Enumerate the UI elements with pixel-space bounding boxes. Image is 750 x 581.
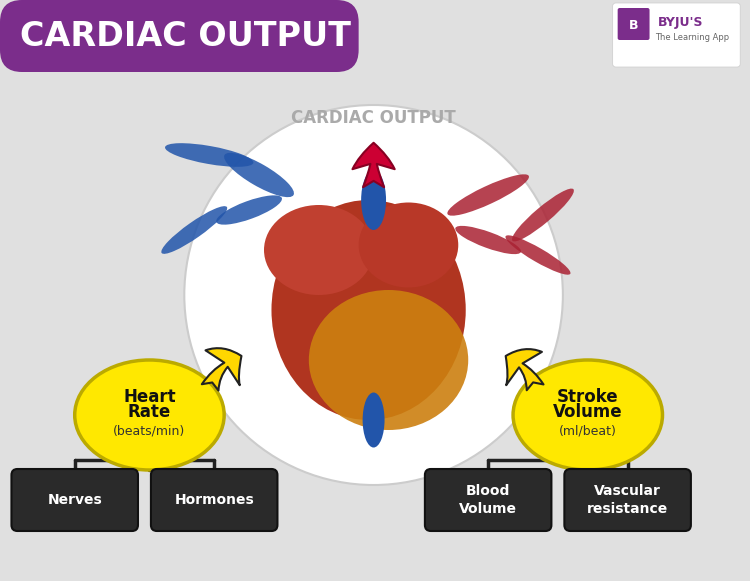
FancyBboxPatch shape: [613, 3, 740, 67]
Text: CARDIAC OUTPUT: CARDIAC OUTPUT: [20, 20, 351, 52]
Ellipse shape: [362, 170, 386, 230]
Ellipse shape: [447, 174, 529, 216]
Ellipse shape: [455, 226, 521, 254]
Ellipse shape: [512, 189, 574, 242]
Text: B: B: [628, 19, 638, 31]
FancyBboxPatch shape: [618, 8, 650, 40]
Text: (beats/min): (beats/min): [113, 425, 185, 437]
FancyBboxPatch shape: [11, 469, 138, 531]
Ellipse shape: [224, 153, 294, 197]
Ellipse shape: [309, 290, 468, 430]
Text: Blood
Volume: Blood Volume: [459, 485, 518, 516]
Text: The Learning App: The Learning App: [656, 33, 730, 41]
Text: Nerves: Nerves: [47, 493, 102, 507]
Text: Vascular
resistance: Vascular resistance: [587, 485, 668, 516]
Ellipse shape: [264, 205, 374, 295]
Ellipse shape: [513, 360, 662, 470]
Text: BYJU'S: BYJU'S: [658, 16, 703, 28]
Text: Stroke: Stroke: [557, 388, 619, 406]
FancyBboxPatch shape: [564, 469, 691, 531]
Ellipse shape: [75, 360, 224, 470]
Ellipse shape: [358, 203, 458, 288]
FancyBboxPatch shape: [0, 0, 358, 72]
Text: Rate: Rate: [128, 403, 171, 421]
Text: (ml/beat): (ml/beat): [559, 425, 616, 437]
Ellipse shape: [161, 206, 227, 254]
Ellipse shape: [216, 195, 282, 225]
Text: Hormones: Hormones: [174, 493, 254, 507]
Text: Volume: Volume: [553, 403, 622, 421]
Ellipse shape: [363, 393, 385, 447]
Ellipse shape: [165, 143, 254, 167]
FancyBboxPatch shape: [425, 469, 551, 531]
Text: Heart: Heart: [123, 388, 176, 406]
Ellipse shape: [272, 200, 466, 420]
Circle shape: [184, 105, 562, 485]
Text: CARDIAC OUTPUT: CARDIAC OUTPUT: [291, 109, 456, 127]
Ellipse shape: [506, 235, 571, 275]
FancyBboxPatch shape: [151, 469, 278, 531]
